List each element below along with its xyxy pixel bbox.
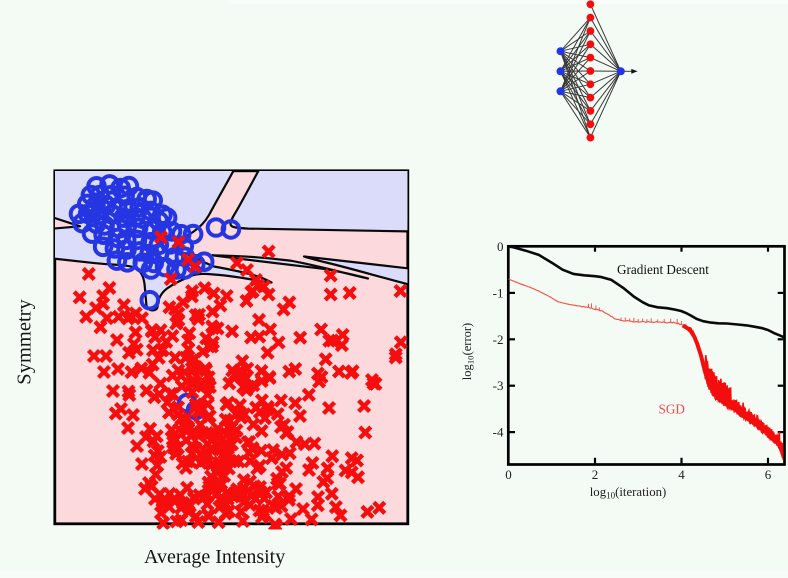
svg-text:Gradient Descent: Gradient Descent <box>617 262 709 277</box>
svg-text:-3: -3 <box>493 378 504 393</box>
svg-text:Average Intensity: Average Intensity <box>144 546 285 568</box>
svg-text:0: 0 <box>497 239 504 254</box>
svg-text:0: 0 <box>505 467 512 482</box>
svg-text:SGD: SGD <box>659 402 685 417</box>
svg-text:-4: -4 <box>493 425 504 440</box>
svg-text:log10(error): log10(error) <box>460 323 476 380</box>
svg-text:log10(iteration): log10(iteration) <box>590 485 667 501</box>
svg-text:4: 4 <box>678 467 685 482</box>
svg-text:6: 6 <box>765 467 772 482</box>
svg-text:-1: -1 <box>493 285 504 300</box>
svg-text:2: 2 <box>592 467 599 482</box>
svg-text:Symmetry: Symmetry <box>14 299 36 385</box>
svg-text:-2: -2 <box>493 332 504 347</box>
